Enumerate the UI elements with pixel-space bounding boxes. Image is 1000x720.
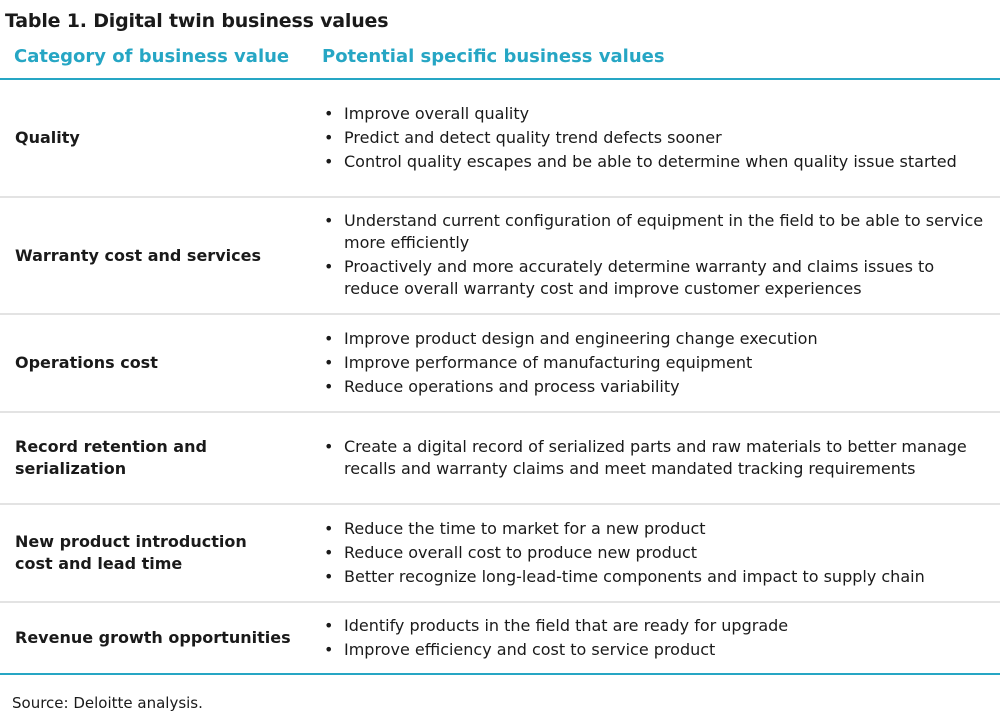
bullet-icon: • <box>324 376 334 396</box>
list-item: • Proactively and more accurately determi… <box>324 256 994 300</box>
table-row: Operations cost • Improve product design … <box>0 315 1000 413</box>
list-item: • Reduce the time to market for a new pro… <box>324 518 994 540</box>
category-label: Operations cost <box>15 353 158 372</box>
list-item: • Understand current configuration of equ… <box>324 210 994 254</box>
header-values: Potential specific business values <box>322 46 665 67</box>
values-list: • Understand current configuration of equ… <box>324 209 994 302</box>
category-cell: Revenue growth opportunities <box>15 603 310 673</box>
bullet-icon: • <box>324 211 334 230</box>
list-item: • Better recognize long-lead-time compone… <box>324 566 994 588</box>
table-header: Category of business value Potential spe… <box>0 44 1000 80</box>
values-list: • Reduce the time to market for a new pro… <box>324 517 994 590</box>
bullet-icon: • <box>324 566 334 586</box>
table-row: Warranty cost and services • Understand c… <box>0 198 1000 315</box>
table-row: Quality • Improve overall quality • Predic… <box>0 80 1000 198</box>
category-label: Warranty cost and services <box>15 245 261 265</box>
value-text: Improve performance of manufacturing equ… <box>344 352 753 372</box>
value-text: Better recognize long-lead-time componen… <box>344 566 925 586</box>
value-text: Reduce the time to market for a new prod… <box>344 518 706 538</box>
values-list: • Improve overall quality • Predict and de… <box>324 102 994 175</box>
bullet-icon: • <box>324 436 334 456</box>
bullet-icon: • <box>324 615 334 635</box>
value-text: Understand current configuration of equi… <box>344 211 984 252</box>
bullet-icon: • <box>324 518 334 538</box>
values-cell: • Improve product design and engineering … <box>324 315 994 411</box>
list-item: • Create a digital record of serialized p… <box>324 436 994 480</box>
value-text: Reduce operations and process variabilit… <box>344 376 680 396</box>
list-item: • Improve efficiency and cost to service … <box>324 639 994 661</box>
table-row: Revenue growth opportunities • Identify p… <box>0 603 1000 675</box>
list-item: • Identify products in the field that are… <box>324 615 994 637</box>
value-text: Proactively and more accurately determin… <box>344 257 935 298</box>
value-text: Improve efficiency and cost to service p… <box>344 639 716 659</box>
values-cell: • Reduce the time to market for a new pro… <box>324 505 994 601</box>
value-text: Predict and detect quality trend defects… <box>344 127 722 147</box>
list-item: • Improve performance of manufacturing eq… <box>324 352 994 374</box>
list-item: • Reduce operations and process variabili… <box>324 376 994 398</box>
bullet-icon: • <box>324 257 334 276</box>
value-text: Create a digital record of serialized pa… <box>344 436 967 478</box>
table-row: New product introduction cost and lead t… <box>0 505 1000 603</box>
bullet-icon: • <box>324 639 334 659</box>
values-list: • Identify products in the field that are… <box>324 614 994 663</box>
values-cell: • Identify products in the field that are… <box>324 603 994 673</box>
bullet-icon: • <box>324 151 334 171</box>
bullet-icon: • <box>324 103 334 123</box>
values-cell: • Improve overall quality • Predict and de… <box>324 80 994 196</box>
list-item: • Improve overall quality <box>324 103 994 125</box>
table-row: Record retention and serialization • Crea… <box>0 413 1000 505</box>
category-label: Quality <box>15 128 80 147</box>
bullet-icon: • <box>324 127 334 147</box>
category-cell: Operations cost <box>15 315 310 411</box>
bullet-icon: • <box>324 542 334 562</box>
category-label: Record retention and serialization <box>15 437 207 478</box>
value-text: Improve product design and engineering c… <box>344 328 818 348</box>
category-cell: Record retention and serialization <box>15 413 310 503</box>
header-category: Category of business value <box>14 46 290 67</box>
category-cell: Quality <box>15 80 310 196</box>
value-text: Reduce overall cost to produce new produ… <box>344 542 698 562</box>
category-label: New product introduction cost and lead t… <box>15 532 247 573</box>
values-list: • Create a digital record of serialized p… <box>324 435 994 482</box>
bullet-icon: • <box>324 352 334 372</box>
list-item: • Reduce overall cost to produce new prod… <box>324 542 994 564</box>
category-label: Revenue growth opportunities <box>15 628 291 647</box>
values-cell: • Create a digital record of serialized p… <box>324 413 994 503</box>
value-text: Control quality escapes and be able to d… <box>344 151 957 171</box>
table-body: Quality • Improve overall quality • Predic… <box>0 80 1000 675</box>
category-cell: Warranty cost and services <box>15 198 310 313</box>
list-item: • Control quality escapes and be able to … <box>324 151 994 173</box>
values-cell: • Understand current configuration of equ… <box>324 198 994 313</box>
category-cell: New product introduction cost and lead t… <box>15 505 310 601</box>
table-title: Table 1. Digital twin business values <box>5 10 389 32</box>
list-item: • Improve product design and engineering … <box>324 328 994 350</box>
source-note: Source: Deloitte analysis. <box>12 694 203 712</box>
value-text: Identify products in the field that are … <box>344 615 789 635</box>
list-item: • Predict and detect quality trend defect… <box>324 127 994 149</box>
values-list: • Improve product design and engineering … <box>324 327 994 400</box>
bullet-icon: • <box>324 328 334 348</box>
value-text: Improve overall quality <box>344 103 530 123</box>
